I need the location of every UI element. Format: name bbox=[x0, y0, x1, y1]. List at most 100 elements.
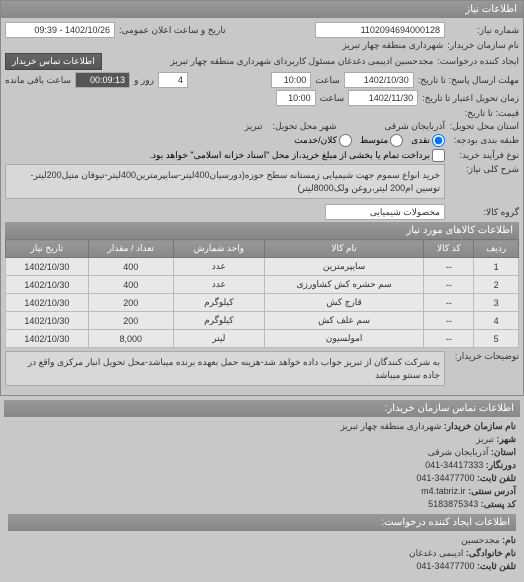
contact-fax: دورنگار: 34417333-041 bbox=[8, 460, 516, 471]
request-no-label: شماره نیاز: bbox=[449, 25, 519, 36]
table-cell: امولسیون bbox=[264, 330, 424, 348]
radio-medium[interactable]: متوسط bbox=[360, 134, 403, 147]
th-row: ردیف bbox=[474, 240, 519, 258]
table-cell: 1402/10/30 bbox=[6, 294, 89, 312]
price-label: قیمت: تا تاریخ: bbox=[449, 108, 519, 119]
table-cell: 200 bbox=[88, 294, 173, 312]
delivery-time: 10:00 bbox=[276, 90, 316, 106]
table-cell: -- bbox=[424, 330, 474, 348]
table-row: 3--قارچ کشکیلوگرم2001402/10/30 bbox=[6, 294, 519, 312]
table-cell: 1402/10/30 bbox=[6, 330, 89, 348]
buyer-note-label: توضیحات خریدار: bbox=[449, 351, 519, 362]
request-row: شماره نیاز: 1102094694000128 تاریخ و ساع… bbox=[5, 22, 519, 38]
table-cell: 4 bbox=[474, 312, 519, 330]
info-panel: اطلاعات نیاز شماره نیاز: 110209469400012… bbox=[0, 0, 524, 396]
table-cell: عدد bbox=[173, 276, 264, 294]
announce-field: 1402/10/26 - 09:39 bbox=[5, 22, 115, 38]
creator-family: نام خانوادگی: ادیبمی دغدغان bbox=[8, 548, 516, 559]
th-name: نام کالا bbox=[264, 240, 424, 258]
requester-row: ایجاد کننده درخواست: مجدحسین ادیبمی دغدغ… bbox=[5, 53, 519, 70]
th-unit: واحد شمارش bbox=[173, 240, 264, 258]
table-cell: سم علف کش bbox=[264, 312, 424, 330]
radio-credit-input[interactable] bbox=[339, 134, 352, 147]
deadline-time-label: ساعت bbox=[315, 75, 340, 86]
group-value: محصولات شیمیایی bbox=[325, 204, 445, 220]
province-value: آذربایجان شرقی bbox=[384, 121, 445, 132]
deadline-row: مهلت ارسال پاسخ: تا تاریخ: 1402/10/30 سا… bbox=[5, 72, 519, 88]
payment-checkbox-input[interactable] bbox=[432, 149, 445, 162]
creator-phone: تلفن ثابت: 34477700-041 bbox=[8, 561, 516, 572]
contact-city: شهر: تبریز bbox=[8, 434, 516, 445]
buyer-note-row: توضیحات خریدار: به شرکت کنندگان از تبریز… bbox=[5, 351, 519, 389]
buyer-area: شهرداری منطقه چهار تبریز bbox=[342, 40, 443, 51]
th-qty: تعداد / مقدار bbox=[88, 240, 173, 258]
delivery-time-label: ساعت bbox=[320, 93, 345, 104]
city-label: شهر محل تحویل: bbox=[266, 121, 336, 132]
requester-value: مجدحسین ادیبمی دغدغان مسئول کاربردای شهر… bbox=[106, 56, 434, 67]
remain-label: ساعت باقی مانده bbox=[5, 75, 71, 86]
deadline-date: 1402/10/30 bbox=[344, 72, 414, 88]
buyer-row: نام سازمان خریدار: شهرداری منطقه چهار تب… bbox=[5, 40, 519, 51]
delivery-label: زمان تحویل اعتبار تا تاریخ: bbox=[422, 93, 519, 104]
table-row: 2--سم حشره کش کشاورزیعدد4001402/10/30 bbox=[6, 276, 519, 294]
contact-phone: تلفن ثابت: 34477700-041 bbox=[8, 473, 516, 484]
contact-postal: کد پستی: 5183875343 bbox=[8, 499, 516, 510]
table-cell: 1 bbox=[474, 258, 519, 276]
table-cell: قارچ کش bbox=[264, 294, 424, 312]
radio-cash-input[interactable] bbox=[432, 134, 445, 147]
table-cell: 1402/10/30 bbox=[6, 276, 89, 294]
table-cell: 400 bbox=[88, 276, 173, 294]
table-row: 5--امولسیونلیتر8,0001402/10/30 bbox=[6, 330, 519, 348]
announce-label: تاریخ و ساعت اعلان عمومی: bbox=[119, 25, 226, 36]
desc-row: شرح کلی نیاز: خرید انواع سموم جهت شیمیای… bbox=[5, 164, 519, 202]
table-cell: سم حشره کش کشاورزی bbox=[264, 276, 424, 294]
panel-body: شماره نیاز: 1102094694000128 تاریخ و ساع… bbox=[1, 18, 523, 395]
table-cell: -- bbox=[424, 258, 474, 276]
city-value: تبریز bbox=[245, 121, 263, 132]
radio-medium-input[interactable] bbox=[390, 134, 403, 147]
table-row: 1--سایپرمترینعدد4001402/10/30 bbox=[6, 258, 519, 276]
delivery-row: زمان تحویل اعتبار تا تاریخ: 1402/11/30 س… bbox=[5, 90, 519, 106]
table-cell: عدد bbox=[173, 258, 264, 276]
table-cell: 1402/10/30 bbox=[6, 312, 89, 330]
table-cell: 200 bbox=[88, 312, 173, 330]
desc-box: خرید انواع سموم جهت شیمیایی زمستانه سطح … bbox=[5, 164, 445, 199]
contact-buyer-button[interactable]: اطلاعات تماس خریدار bbox=[5, 53, 102, 70]
table-cell: -- bbox=[424, 312, 474, 330]
creator-title: اطلاعات ایجاد کننده درخواست: bbox=[8, 514, 516, 531]
table-cell: 5 bbox=[474, 330, 519, 348]
items-table: ردیف کد کالا نام کالا واحد شمارش تعداد /… bbox=[5, 239, 519, 348]
contact-org: نام سازمان خریدار: شهرداری منطقه چهار تب… bbox=[8, 421, 516, 432]
days-label: روز و bbox=[134, 75, 154, 86]
payment-checkbox[interactable]: برداخت تمام یا بخشی از مبلغ خرید،از محل … bbox=[150, 149, 445, 162]
remain-value: 00:09:13 bbox=[75, 72, 130, 88]
buyer-name-label: نام سازمان خریدار: bbox=[447, 40, 519, 51]
payment-row: نوع فرآیند خرید: برداخت تمام یا بخشی از … bbox=[5, 149, 519, 162]
table-cell: سایپرمترین bbox=[264, 258, 424, 276]
province-label: استان محل تحویل: bbox=[449, 121, 519, 132]
request-no-field: 1102094694000128 bbox=[315, 22, 445, 38]
budget-row: طبقه بندی بودجه: نقدی متوسط کلان/خدمت bbox=[5, 134, 519, 147]
table-cell: 8,000 bbox=[88, 330, 173, 348]
buyer-note-box: به شرکت کنندگان از تبریز جواب داده خواهد… bbox=[5, 351, 445, 386]
table-cell: -- bbox=[424, 276, 474, 294]
group-row: گروه کالا: محصولات شیمیایی bbox=[5, 204, 519, 220]
table-row: 4--سم علف کشکیلوگرم2001402/10/30 bbox=[6, 312, 519, 330]
table-cell: 400 bbox=[88, 258, 173, 276]
table-cell: 2 bbox=[474, 276, 519, 294]
table-cell: کیلوگرم bbox=[173, 294, 264, 312]
radio-credit[interactable]: کلان/خدمت bbox=[294, 134, 352, 147]
delivery-date: 1402/11/30 bbox=[348, 90, 418, 106]
items-section-title: اطلاعات کالاهای مورد نیاز bbox=[5, 222, 519, 239]
table-cell: 3 bbox=[474, 294, 519, 312]
table-cell: لیتر bbox=[173, 330, 264, 348]
budget-radio-group: نقدی متوسط کلان/خدمت bbox=[294, 134, 445, 147]
contact-address: آدرس سنتی: m4.tabriz.ir bbox=[8, 486, 516, 497]
contact-title: اطلاعات تماس سازمان خریدار: bbox=[4, 400, 520, 417]
contact-section: اطلاعات تماس سازمان خریدار: نام سازمان خ… bbox=[0, 396, 524, 582]
deadline-time: 10:00 bbox=[271, 72, 311, 88]
price-row: قیمت: تا تاریخ: bbox=[5, 108, 519, 119]
deadline-label: مهلت ارسال پاسخ: تا تاریخ: bbox=[418, 75, 519, 86]
radio-cash[interactable]: نقدی bbox=[411, 134, 445, 147]
location-row: استان محل تحویل: آذربایجان شرقی شهر محل … bbox=[5, 121, 519, 132]
